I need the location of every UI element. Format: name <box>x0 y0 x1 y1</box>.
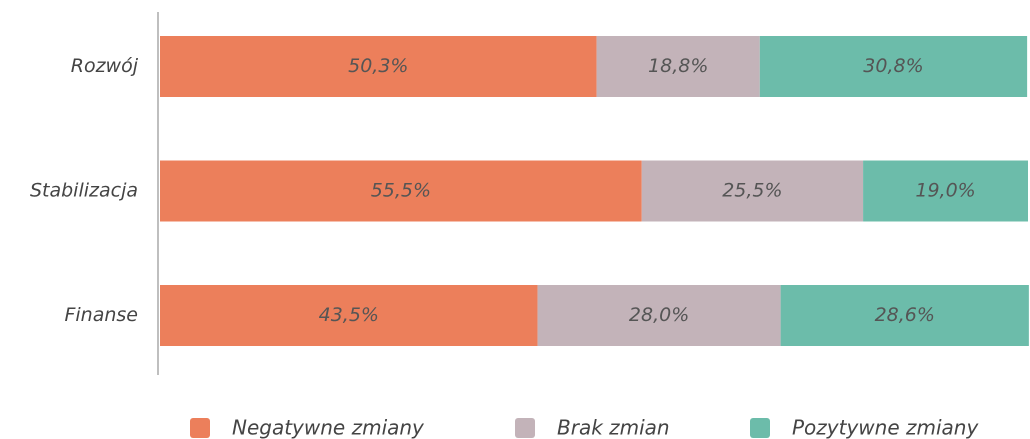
category-label: Rozwój <box>71 55 139 77</box>
data-label: 55,5% <box>371 180 431 202</box>
category-label: Stabilizacja <box>30 180 138 202</box>
data-label: 43,5% <box>319 304 379 326</box>
bar-segment <box>160 36 597 97</box>
data-label: 19,0% <box>915 180 975 202</box>
data-label: 28,0% <box>629 304 689 326</box>
bar-segment <box>160 160 642 222</box>
data-label: 28,6% <box>875 304 935 326</box>
data-label: 30,8% <box>863 55 923 77</box>
data-label: 50,3% <box>348 55 408 77</box>
bar-segment <box>537 285 781 346</box>
bar-segment <box>780 285 1029 346</box>
data-label: 25,5% <box>722 180 782 202</box>
legend-swatch <box>190 418 210 438</box>
data-label: 18,8% <box>648 55 708 77</box>
legend-label: Negatywne zmiany <box>232 416 425 439</box>
bar-segment <box>641 160 864 222</box>
bar-segment <box>596 36 760 97</box>
category-label: Finanse <box>64 304 138 326</box>
legend-swatch <box>515 418 535 438</box>
bar-segment <box>759 36 1028 97</box>
legend-label: Brak zmian <box>557 416 670 439</box>
legend-label: Pozytywne zmiany <box>792 416 979 439</box>
bar-segment <box>863 160 1028 222</box>
bar-segment <box>160 285 538 346</box>
legend-swatch <box>750 418 770 438</box>
